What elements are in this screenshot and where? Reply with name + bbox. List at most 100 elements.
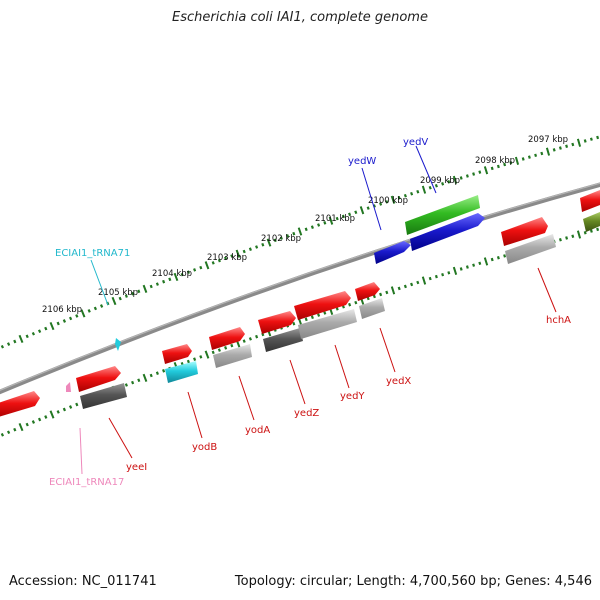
lower-track-tick — [230, 343, 234, 348]
upper-track-tick — [472, 172, 476, 176]
lower-track-tick — [68, 405, 73, 409]
gene-hchA-gray[interactable] — [505, 234, 556, 264]
gene-yedZ-darkgray[interactable] — [263, 328, 303, 352]
lower-track-tick — [255, 334, 259, 339]
gene-yedV-arrow[interactable] — [405, 195, 480, 235]
gene-edge-olive[interactable] — [583, 212, 600, 232]
upper-track-tick — [545, 147, 551, 156]
upper-track-tick — [552, 148, 556, 152]
trna71-marker[interactable] — [115, 338, 121, 351]
upper-track-tick — [224, 256, 228, 261]
lower-track-tick — [37, 417, 42, 422]
gene-blue-long[interactable] — [410, 213, 485, 251]
lower-track-tick — [390, 286, 396, 295]
lower-track-tick — [323, 311, 327, 315]
lower-track-tick — [503, 254, 507, 258]
lower-track-tick — [428, 276, 432, 281]
upper-track-tick — [317, 223, 321, 227]
gene-yedZ-red-arrow[interactable] — [258, 311, 296, 334]
gene-yeeI-red-arrow[interactable] — [76, 366, 121, 392]
upper-track-tick — [565, 144, 569, 148]
leader-yedY — [334, 344, 350, 389]
gene-yedW-arrow[interactable] — [374, 241, 411, 264]
leader-yedX — [379, 327, 396, 373]
label-hchA: hchA — [546, 315, 571, 326]
lower-track-tick — [421, 276, 427, 285]
gene-yeeI-darkgray[interactable] — [80, 383, 127, 409]
upper-track-tick — [576, 138, 582, 147]
upper-track-tick — [13, 339, 17, 344]
upper-track-tick — [230, 254, 234, 258]
gene-yodA-red-arrow[interactable] — [209, 327, 245, 350]
gene-yodB-cyan[interactable] — [165, 361, 198, 383]
upper-track-tick — [193, 268, 197, 272]
label-yedV: yedV — [403, 137, 428, 148]
gene-yodA-lightgray[interactable] — [213, 344, 252, 368]
upper-track-tick — [410, 191, 414, 196]
upper-track-tick — [558, 146, 562, 150]
upper-track-tick — [87, 309, 91, 313]
lower-track-tick — [447, 271, 451, 275]
lower-track-tick — [62, 407, 67, 412]
lower-track-tick — [242, 339, 246, 343]
leader-hchA — [537, 267, 557, 313]
upper-track-tick — [379, 202, 383, 206]
lower-track-tick — [348, 302, 352, 307]
gene-yedX-lightgray[interactable] — [359, 298, 385, 319]
upper-track-tick — [521, 157, 525, 161]
upper-track-tick — [211, 261, 215, 265]
gene-yedY-red-arrow[interactable] — [294, 291, 351, 320]
upper-track-tick — [323, 221, 327, 225]
upper-strand-genes — [115, 190, 600, 351]
gene-left-red[interactable] — [0, 391, 40, 418]
upper-track-tick — [503, 162, 507, 167]
lower-track-tick — [44, 415, 48, 419]
upper-track-tick — [93, 306, 98, 311]
upper-track-tick — [242, 249, 246, 254]
lower-track-tick — [354, 300, 358, 305]
upper-track-tick — [80, 309, 86, 318]
label-trna71: ECIAI1_tRNA71 — [55, 248, 130, 259]
upper-track-tick — [62, 319, 67, 323]
kbp-tick-track-upper — [0, 135, 600, 349]
gene-yedY-lightgray[interactable] — [298, 309, 357, 339]
lower-track-tick — [137, 378, 141, 383]
gene-edge-red[interactable] — [580, 190, 600, 212]
lower-track-tick — [0, 432, 5, 437]
upper-track-tick — [534, 153, 538, 158]
genome-backbone-highlight — [0, 182, 600, 391]
lower-track-tick — [416, 280, 420, 285]
upper-track-tick — [403, 193, 407, 198]
lower-track-tick — [558, 238, 562, 242]
upper-track-tick — [131, 291, 135, 296]
gene-hchA-red-arrow[interactable] — [501, 217, 548, 246]
lower-track-tick — [75, 402, 79, 407]
kbp-label-2106: 2106 kbp — [42, 305, 82, 315]
lower-track-tick — [186, 359, 190, 364]
lower-track-tick — [131, 380, 135, 385]
upper-track-tick — [509, 160, 513, 165]
upper-track-tick — [56, 321, 60, 326]
label-yeeI: yeeI — [126, 462, 147, 473]
trna17-marker[interactable] — [66, 382, 71, 392]
lower-track-tick — [25, 422, 29, 427]
lower-track-tick — [441, 272, 445, 277]
lower-track-tick — [596, 227, 600, 232]
lower-track-tick — [49, 410, 55, 419]
upper-track-tick — [180, 272, 184, 277]
lower-track-tick — [304, 317, 308, 322]
lower-track-tick — [193, 357, 197, 361]
lower-track-tick — [18, 423, 24, 432]
kbp-label-2097: 2097 kbp — [528, 135, 568, 145]
upper-track-tick — [37, 329, 42, 334]
upper-track-tick — [310, 225, 314, 229]
gene-yodB-red-arrow[interactable] — [162, 344, 192, 364]
upper-track-tick — [297, 227, 303, 236]
lower-strand-genes — [0, 282, 385, 418]
gene-yedX-red-arrow[interactable] — [355, 282, 380, 301]
lower-track-tick — [31, 420, 36, 424]
upper-track-tick — [266, 238, 272, 247]
upper-track-tick — [235, 249, 241, 258]
upper-track-tick — [571, 142, 575, 147]
